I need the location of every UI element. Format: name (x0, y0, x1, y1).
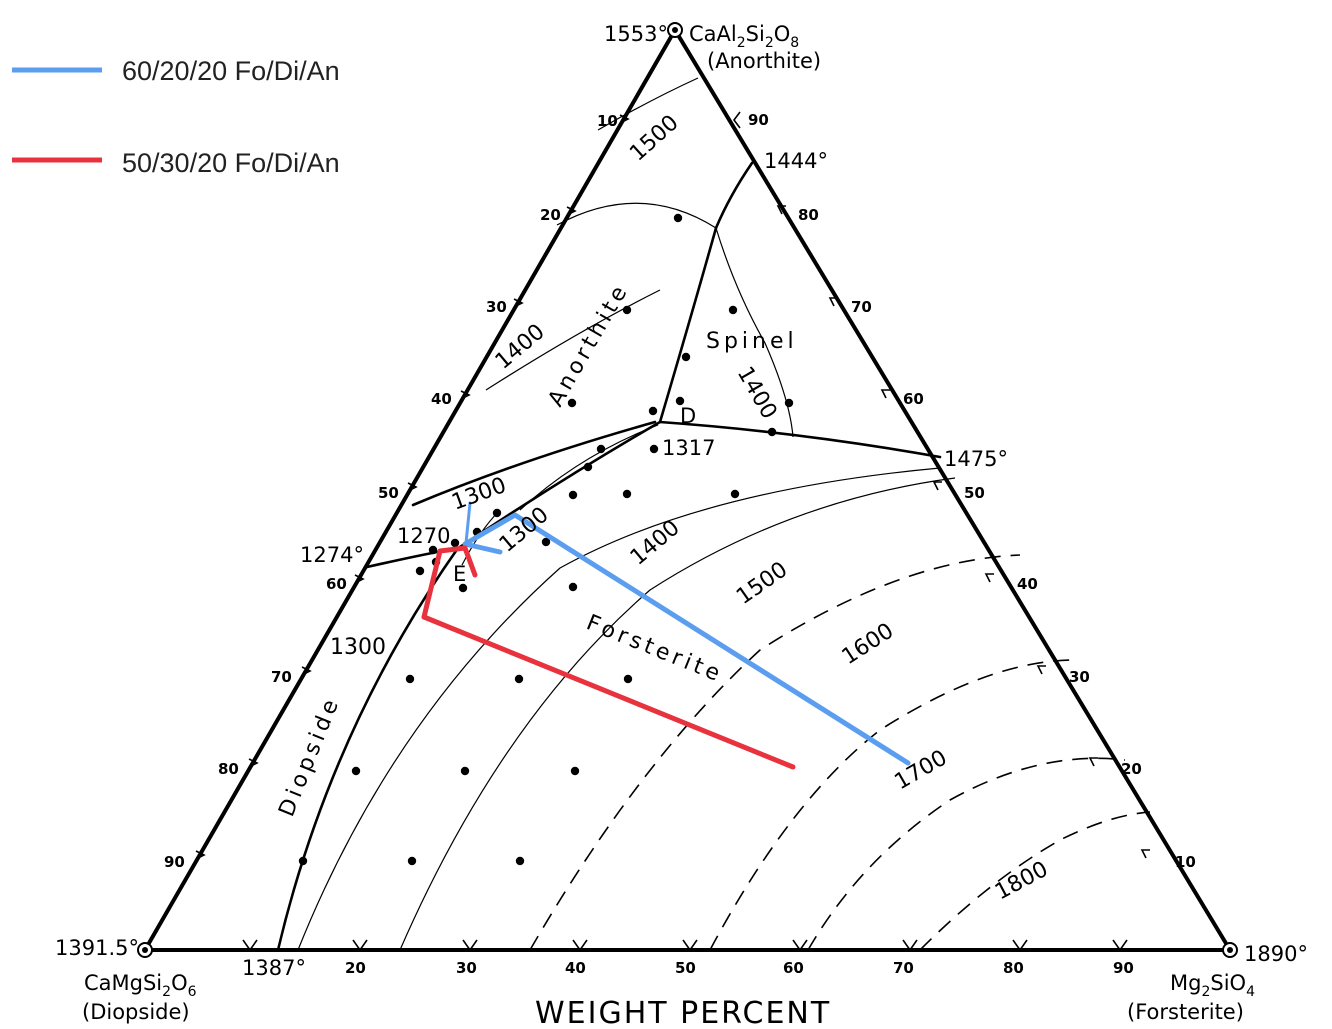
tick-right-90: 90 (748, 111, 769, 129)
edge-temp-1274: 1274° (300, 543, 364, 567)
isotherm-label-1500-mid: 1500 (732, 557, 792, 610)
forsterite-formula: Mg2SiO4 (1170, 971, 1255, 1000)
tick-marks (195, 111, 1150, 952)
tick-bottom-60: 60 (783, 959, 804, 977)
edge-temp-1475: 1475° (944, 447, 1008, 471)
point-E-temp: 1270 (397, 524, 450, 548)
legend: 60/20/20 Fo/Di/An 50/30/20 Fo/Di/An (12, 56, 340, 178)
tick-left-10: 10 (597, 112, 618, 130)
path-blue-tail (464, 501, 472, 545)
tick-bottom-20: 20 (345, 959, 366, 977)
edge-temp-1387: 1387° (242, 956, 306, 980)
tick-bottom-80: 80 (1003, 959, 1024, 977)
boundary-curves (276, 161, 942, 952)
isotherm-label-1400-spinel: 1400 (732, 363, 782, 424)
tick-labels-bottom: 20 30 40 50 60 70 80 90 (345, 959, 1134, 977)
tick-right-20: 20 (1121, 760, 1142, 778)
tick-left-50: 50 (378, 484, 399, 502)
boundary-E-to-1387 (276, 546, 460, 952)
field-label-spinel: Spinel (706, 329, 798, 354)
isotherm-dashed (529, 554, 1151, 951)
vertex-label-forsterite: 1890° Mg2SiO4 (Forsterite) (1127, 942, 1308, 1024)
boundary-junction-to-D (658, 226, 718, 424)
tick-right-60: 60 (903, 390, 924, 408)
axis-title: WEIGHT PERCENT (535, 996, 831, 1029)
diopside-formula: CaMgSi2O6 (84, 971, 197, 1000)
isotherm-label-1500-top: 1500 (625, 110, 683, 166)
isotherm-label-1400-mid: 1400 (626, 515, 685, 570)
anorthite-formula: CaAl2Si2O8 (689, 22, 799, 51)
legend-label-red: 50/30/20 Fo/Di/An (122, 148, 340, 178)
isotherm-label-1300-low: 1300 (330, 635, 386, 660)
field-label-anorthite: Anorthite (544, 279, 635, 411)
tick-left-20: 20 (540, 206, 561, 224)
point-E-label: E (453, 562, 466, 586)
point-D-temp: 1317 (662, 436, 715, 460)
tick-bottom-30: 30 (456, 959, 477, 977)
tick-left-40: 40 (431, 390, 452, 408)
tick-bottom-40: 40 (565, 959, 586, 977)
edge-temp-1444: 1444° (764, 149, 828, 173)
tick-left-80: 80 (218, 760, 239, 778)
diopside-name: (Diopside) (82, 1000, 190, 1024)
tick-right-70: 70 (851, 298, 872, 316)
tick-right-40: 40 (1017, 575, 1038, 593)
tick-left-70: 70 (271, 668, 292, 686)
forsterite-temp: 1890° (1244, 942, 1308, 966)
forsterite-name: (Forsterite) (1127, 1000, 1244, 1024)
tick-right-10: 10 (1175, 853, 1196, 871)
tick-right-50: 50 (964, 484, 985, 502)
tick-right-80: 80 (798, 206, 819, 224)
tick-left-30: 30 (486, 298, 507, 316)
vertex-label-diopside: 1391.5° CaMgSi2O6 (Diopside) (55, 936, 197, 1024)
legend-label-blue: 60/20/20 Fo/Di/An (122, 56, 340, 86)
isotherm-label-1700: 1700 (891, 746, 952, 796)
diopside-temp: 1391.5° (55, 936, 139, 960)
tick-left-90: 90 (164, 853, 185, 871)
tick-bottom-50: 50 (675, 959, 696, 977)
boundary-upper-field (411, 420, 657, 507)
path-red-50-30-20 (421, 545, 796, 770)
tick-left-60: 60 (326, 575, 347, 593)
field-label-forsterite: Forsterite (583, 610, 727, 688)
tick-bottom-90: 90 (1113, 959, 1134, 977)
vertex-markers (137, 22, 1238, 958)
point-D-label: D (680, 404, 696, 428)
anorthite-name: (Anorthite) (707, 49, 821, 73)
vertex-label-anorthite: 1553° CaAl2Si2O8 (Anorthite) (604, 22, 821, 73)
tick-right-30: 30 (1069, 668, 1090, 686)
tick-labels-right: 90 80 70 60 50 40 30 20 10 (748, 111, 1196, 871)
path-blue-60-20-20 (462, 512, 911, 766)
boundary-D-to-1475 (658, 420, 942, 459)
isotherm-label-1600: 1600 (838, 619, 899, 670)
tick-labels-left: 10 20 30 40 50 60 70 80 90 (164, 112, 618, 871)
isotherm-label-1400-left: 1400 (491, 319, 550, 374)
field-label-diopside: Diopside (274, 693, 345, 821)
anorthite-temp: 1553° (604, 22, 668, 46)
sample-points (298, 213, 794, 866)
boundary-1444-to-junction (714, 161, 754, 230)
isotherm-label-1300-mid: 1300 (495, 502, 554, 557)
isotherm-labels: 1500 1400 1400 1300 1300 1400 1300 1500 … (330, 110, 1052, 905)
tick-bottom-70: 70 (893, 959, 914, 977)
